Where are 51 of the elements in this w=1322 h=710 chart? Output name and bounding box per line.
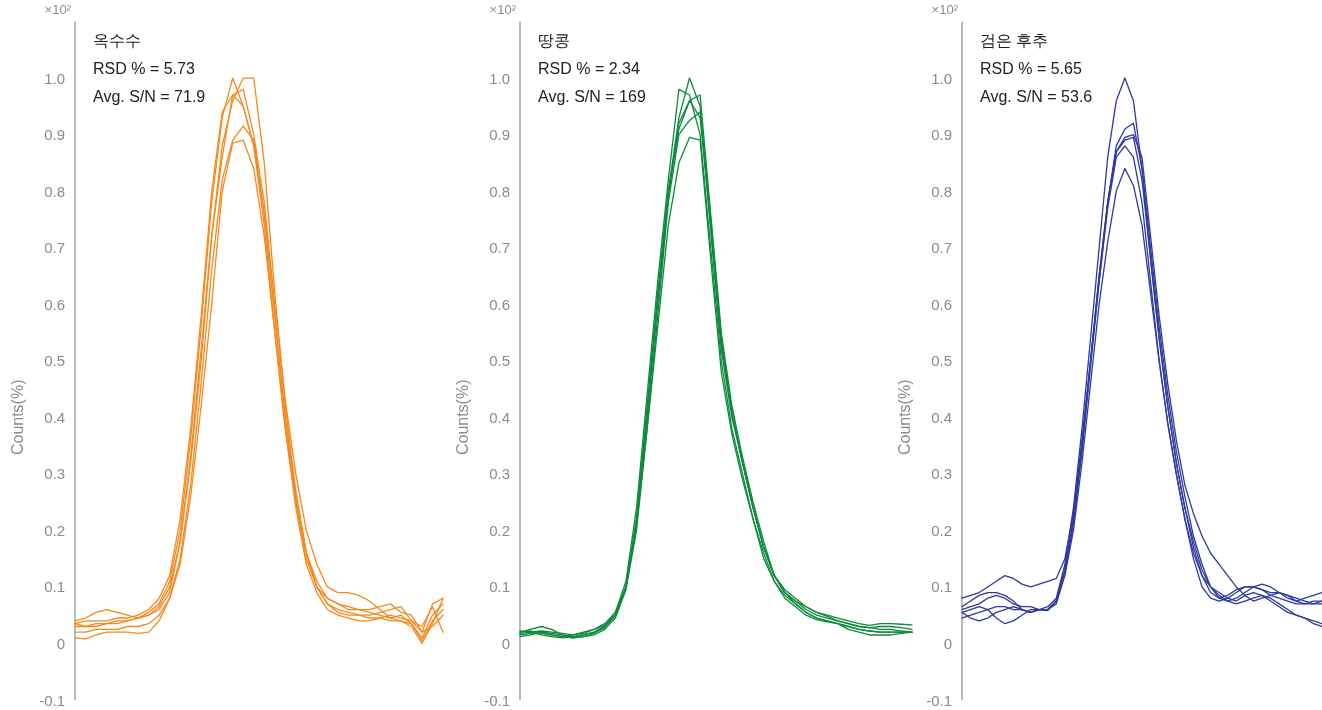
text: ×10² <box>44 2 72 17</box>
y-tick-label: 0.7 <box>44 239 65 257</box>
y-tick-label: 1.0 <box>489 69 510 87</box>
y-tick-label: 0.2 <box>489 521 510 539</box>
y-tick-label: 0.4 <box>931 408 952 426</box>
y-tick-label: 0.9 <box>931 126 952 144</box>
text: ×10² <box>489 2 517 17</box>
text: 옥수수 <box>93 32 141 49</box>
text: ×10² <box>931 2 959 17</box>
y-tick-label: 1.0 <box>44 69 65 87</box>
y-tick-label: -0.1 <box>39 691 65 709</box>
annotation: Avg. S/N = 71.9 <box>93 88 206 105</box>
y-tick-label: 0.6 <box>44 295 65 313</box>
y-axis-title: Counts(%) <box>896 379 913 456</box>
annotation: Avg. S/N = 53.6 <box>980 88 1093 105</box>
y-tick-label: 0.4 <box>44 408 65 426</box>
y-tick-label: 0 <box>56 634 65 652</box>
y-tick-label: 0.1 <box>931 578 952 596</box>
y-tick-label: 0.3 <box>44 465 65 483</box>
y-tick-label: 0.1 <box>489 578 510 596</box>
y-tick-label: 0.8 <box>44 182 65 200</box>
y-tick-label: -0.1 <box>926 691 952 709</box>
y-tick-label: 0.2 <box>44 521 65 539</box>
y-tick-label: 0.5 <box>44 352 65 370</box>
annotation: RSD % = 5.65 <box>980 60 1082 77</box>
annotation: Avg. S/N = 169 <box>538 88 646 105</box>
y-tick-label: 0.4 <box>489 408 510 426</box>
y-axis-title: Counts(%) <box>9 379 26 456</box>
y-tick-label: 0.3 <box>931 465 952 483</box>
y-tick-label: 0.7 <box>489 239 510 257</box>
y-tick-label: 0 <box>501 634 510 652</box>
y-tick-label: 0.6 <box>931 295 952 313</box>
y-tick-label: 0.1 <box>44 578 65 596</box>
y-tick-label: 0 <box>943 634 952 652</box>
y-tick-label: 0.3 <box>489 465 510 483</box>
y-tick-label: 0.5 <box>931 352 952 370</box>
y-tick-label: 0.2 <box>931 521 952 539</box>
y-tick-label: 0.8 <box>931 182 952 200</box>
text: 검은 후추 <box>980 32 1049 49</box>
y-axis-title: Counts(%) <box>454 379 471 456</box>
y-tick-label: 0.9 <box>44 126 65 144</box>
y-tick-label: 0.6 <box>489 295 510 313</box>
y-tick-label: 0.7 <box>931 239 952 257</box>
y-tick-label: 0.9 <box>489 126 510 144</box>
annotation: RSD % = 5.73 <box>93 60 195 77</box>
y-tick-label: 0.5 <box>489 352 510 370</box>
y-tick-label: -0.1 <box>484 691 510 709</box>
y-tick-label: 0.8 <box>489 182 510 200</box>
annotation: RSD % = 2.34 <box>538 60 640 77</box>
text: 땅콩 <box>538 32 570 49</box>
y-tick-label: 1.0 <box>931 69 952 87</box>
